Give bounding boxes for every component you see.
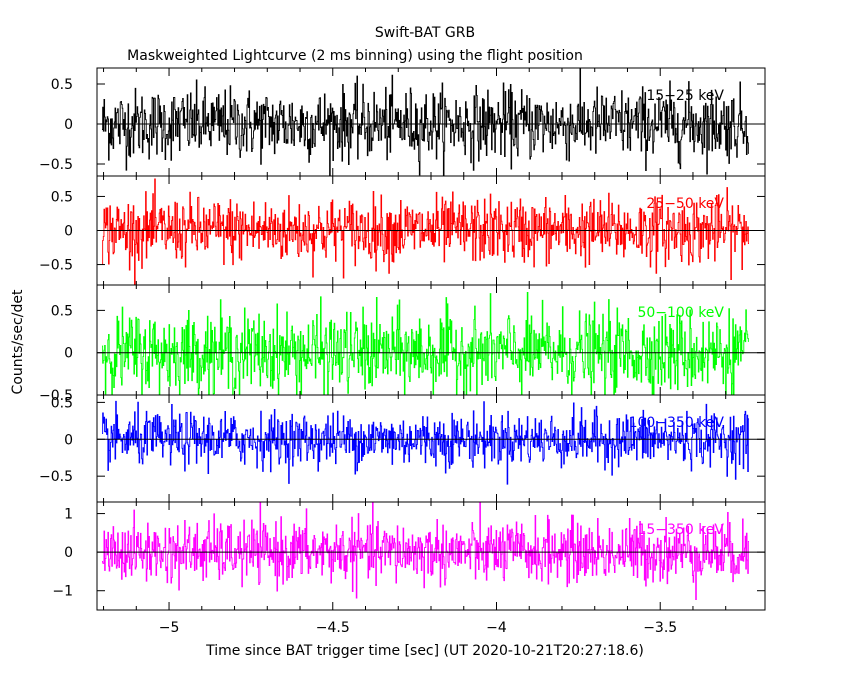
x-axis-label: Time since BAT trigger time [sec] (UT 20…: [205, 643, 644, 659]
y-tick-label: 0.5: [51, 77, 73, 93]
lightcurve-series: [102, 291, 749, 395]
panel-4: −0.5 0 0.5 100−350 keV: [39, 394, 766, 503]
x-tick-label: −5: [159, 620, 180, 636]
lightcurve-series: [102, 502, 749, 600]
y-tick-label: 0: [64, 346, 73, 362]
band-label: 15−350 keV: [637, 522, 724, 538]
y-tick-label: 0: [64, 545, 73, 561]
y-tick-label: −1: [52, 584, 73, 600]
y-tick-label: −0.5: [39, 157, 73, 173]
x-tick-label: −4.5: [316, 620, 350, 636]
y-tick-label: −0.5: [39, 258, 73, 274]
band-label: 15−25 keV: [646, 88, 724, 104]
y-tick-label: 0: [64, 117, 73, 133]
y-tick-label: 1: [64, 507, 73, 523]
band-label: 100−350 keV: [629, 415, 725, 431]
panels-group: −0.5 0 0.5 15−25 keV −0.5 0 0.5 25−50 keV −0.5 0 0…: [39, 67, 766, 611]
band-label: 50−100 keV: [637, 305, 724, 321]
lightcurve-series: [102, 68, 749, 176]
panel-2: −0.5 0 0.5 25−50 keV: [39, 175, 766, 286]
y-tick-label: 0: [64, 224, 73, 240]
y-tick-label: 0.5: [51, 189, 73, 205]
x-tick-label: −3.5: [643, 620, 677, 636]
y-tick-label: 0.5: [51, 395, 73, 411]
x-tick-label: −4: [486, 620, 507, 636]
chart-subtitle: Maskweighted Lightcurve (2 ms binning) u…: [127, 48, 583, 64]
band-label: 25−50 keV: [646, 196, 724, 212]
y-tick-label: −0.5: [39, 469, 73, 485]
y-tick-label: 0: [64, 432, 73, 448]
lightcurve-series: [102, 400, 749, 485]
x-ticks-group: −5 −4.5 −4 −3.5: [103, 68, 727, 636]
y-axis-label: Counts/sec/det: [10, 289, 26, 394]
chart-title: Swift-BAT GRB: [375, 25, 475, 41]
panel-3: −0.5 0 0.5 50−100 keV: [39, 284, 766, 404]
y-tick-label: 0.5: [51, 303, 73, 319]
y-tick-label: −0.5: [39, 388, 73, 404]
